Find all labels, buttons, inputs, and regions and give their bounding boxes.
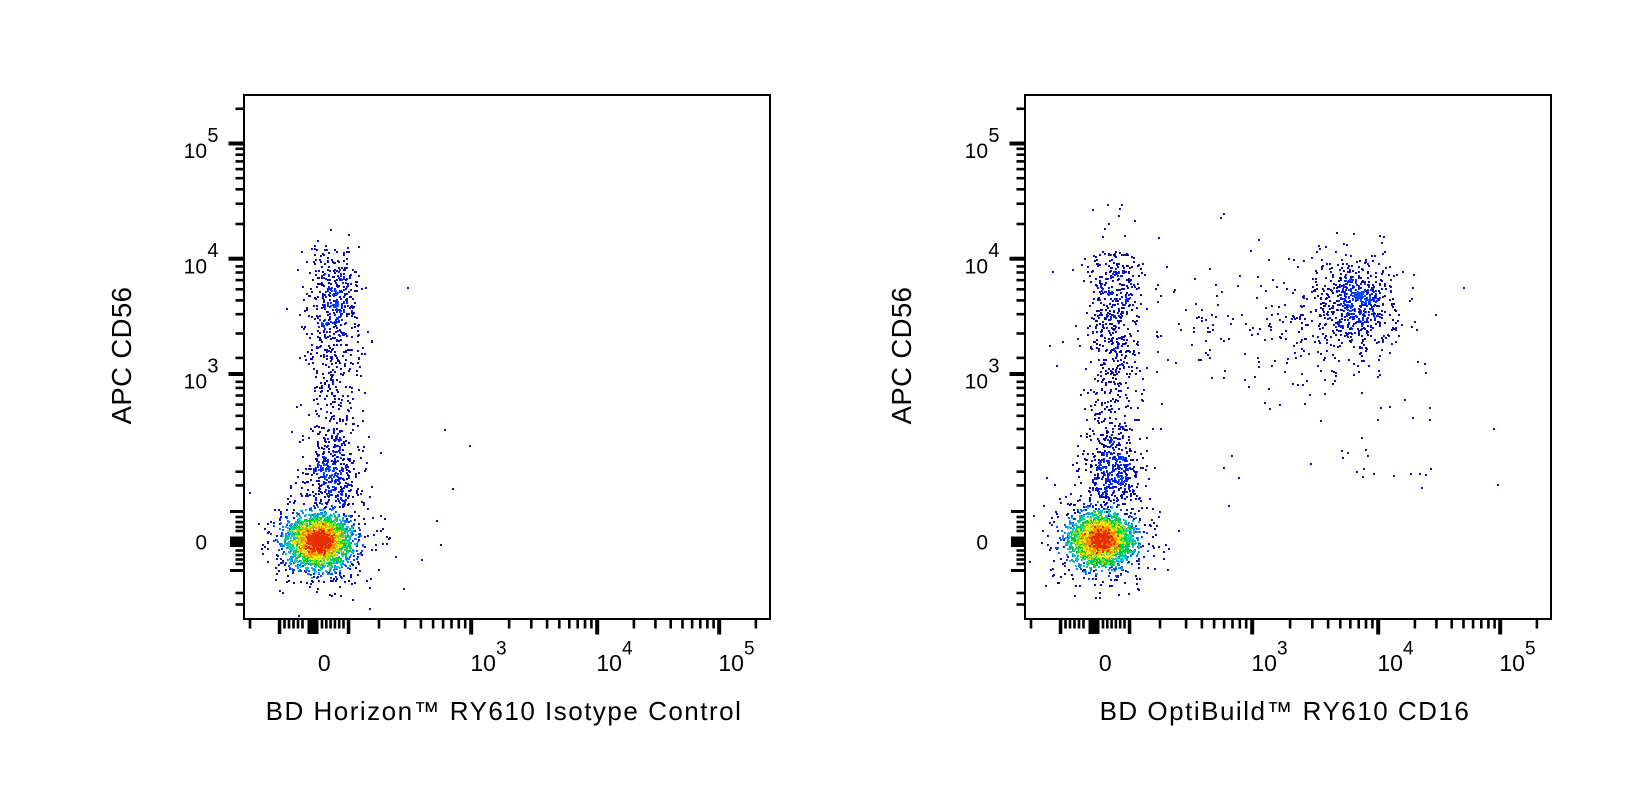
svg-text:4: 4 <box>988 240 999 262</box>
svg-text:APC CD56: APC CD56 <box>106 287 137 425</box>
svg-text:10: 10 <box>965 140 988 163</box>
svg-text:10: 10 <box>965 371 988 394</box>
svg-text:3: 3 <box>988 355 999 377</box>
svg-text:4: 4 <box>1403 639 1414 660</box>
svg-text:10: 10 <box>718 650 744 676</box>
svg-text:10: 10 <box>965 255 988 278</box>
svg-text:3: 3 <box>1277 639 1288 660</box>
svg-text:0: 0 <box>318 650 331 676</box>
svg-text:10: 10 <box>184 140 207 163</box>
svg-text:4: 4 <box>207 240 218 262</box>
svg-text:10: 10 <box>596 650 622 676</box>
svg-text:10: 10 <box>1377 650 1403 676</box>
svg-text:3: 3 <box>496 639 507 660</box>
svg-text:5: 5 <box>744 639 755 660</box>
svg-text:BD Horizon™ RY610 Isotype Cont: BD Horizon™ RY610 Isotype Control <box>266 696 743 726</box>
svg-text:5: 5 <box>988 125 999 147</box>
svg-text:10: 10 <box>184 371 207 394</box>
svg-text:10: 10 <box>470 650 496 676</box>
svg-text:5: 5 <box>1525 639 1536 660</box>
svg-text:4: 4 <box>622 639 633 660</box>
svg-text:3: 3 <box>207 355 218 377</box>
svg-text:10: 10 <box>1251 650 1277 676</box>
svg-text:0: 0 <box>1099 650 1112 676</box>
svg-text:5: 5 <box>207 125 218 147</box>
svg-text:10: 10 <box>1499 650 1525 676</box>
svg-text:0: 0 <box>976 532 988 555</box>
svg-text:BD OptiBuild™ RY610 CD16: BD OptiBuild™ RY610 CD16 <box>1100 696 1471 726</box>
svg-text:0: 0 <box>195 532 207 555</box>
svg-text:APC CD56: APC CD56 <box>886 287 917 425</box>
svg-text:10: 10 <box>184 255 207 278</box>
